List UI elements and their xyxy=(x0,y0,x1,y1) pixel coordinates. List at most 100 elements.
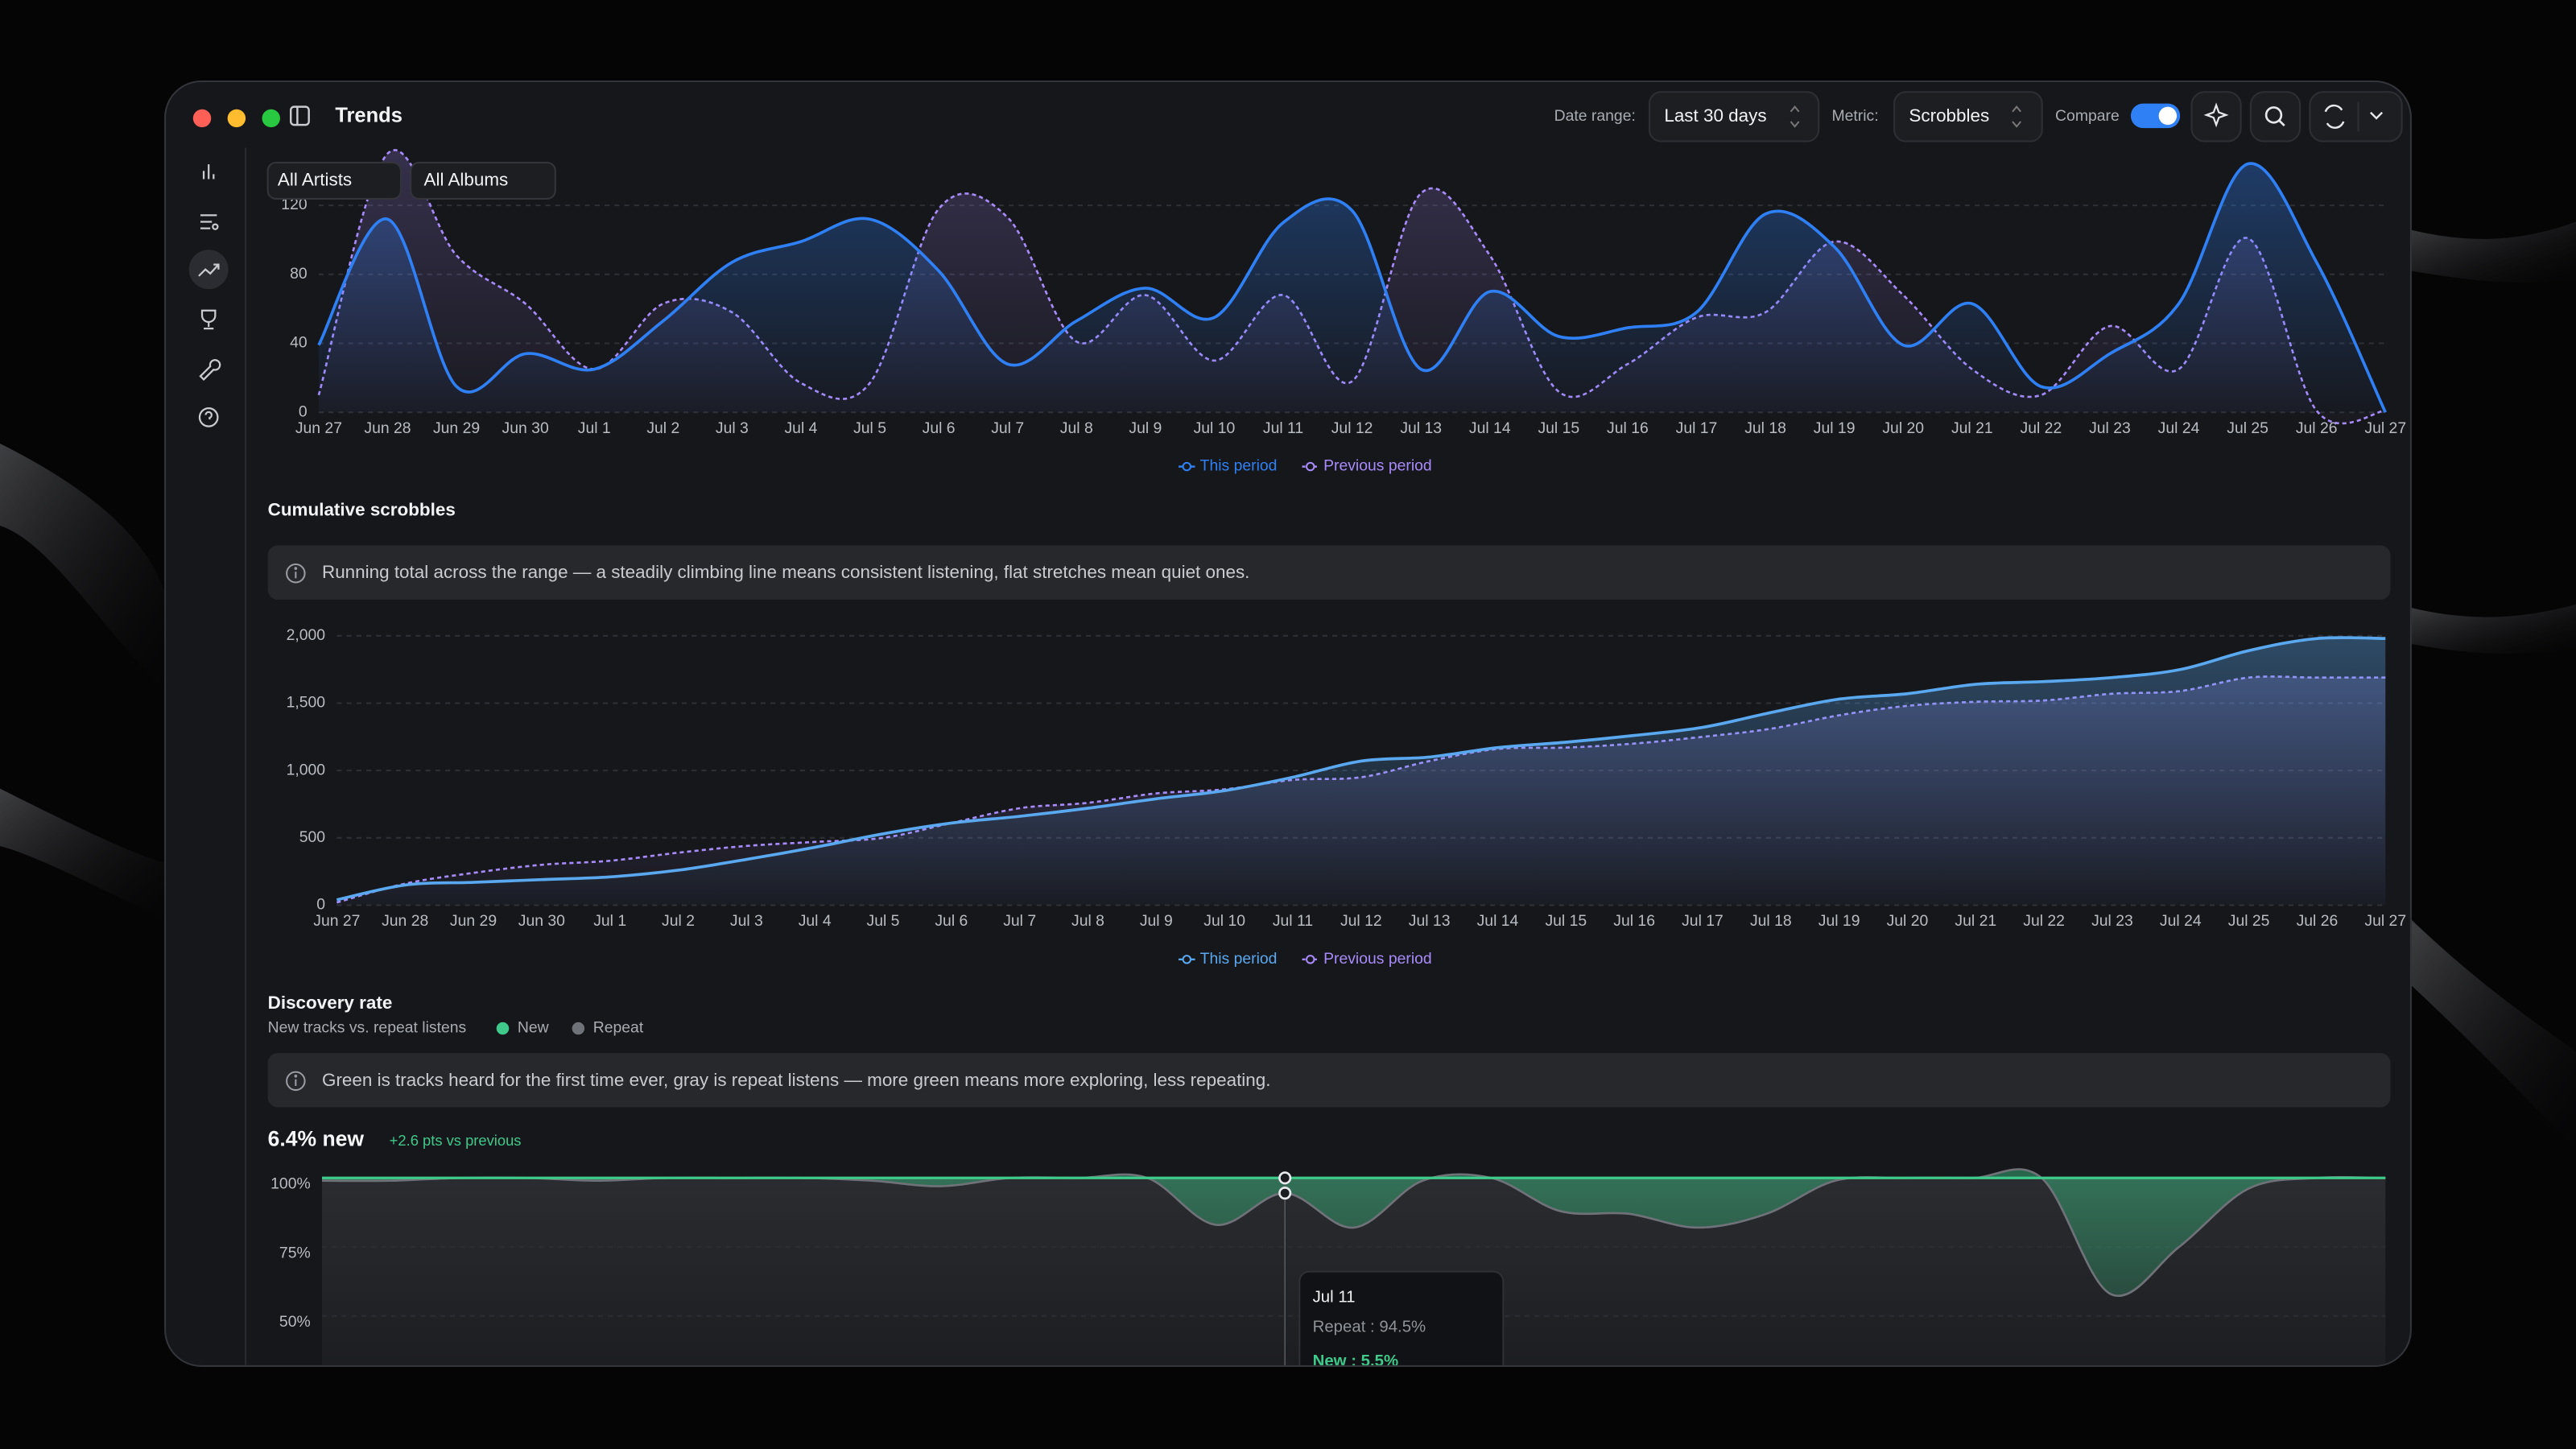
legend-label: New xyxy=(518,1019,550,1037)
x-tick-label: Jun 29 xyxy=(433,419,480,437)
select-chevron xyxy=(2012,105,2021,128)
x-tick-label: Jul 21 xyxy=(1955,912,1996,930)
y-tick-label: 1,000 xyxy=(287,761,326,778)
x-tick-label: Jul 19 xyxy=(1814,419,1856,437)
y-tick-label: 2,000 xyxy=(287,626,326,644)
legend-swatch-dot xyxy=(1182,955,1192,964)
x-tick-label: Jul 14 xyxy=(1469,419,1511,437)
compare-label: Compare xyxy=(2055,107,2120,125)
legend-swatch-dot xyxy=(1306,461,1315,472)
x-tick-label: Jul 4 xyxy=(784,419,817,437)
album-filter-label: All Albums xyxy=(424,169,509,189)
info-text: Green is tracks heard for the first time… xyxy=(322,1070,1270,1090)
insights-button[interactable] xyxy=(2190,91,2242,142)
nav-awards[interactable] xyxy=(200,309,217,330)
x-tick-label: Jul 10 xyxy=(1194,419,1236,437)
nav-overview[interactable] xyxy=(202,164,215,180)
x-tick-label: Jul 1 xyxy=(593,912,626,930)
x-tick-label: Jun 29 xyxy=(450,912,497,930)
tooltip-repeat: Repeat : 94.5% xyxy=(1313,1318,1426,1335)
y-tick-label: 40 xyxy=(290,334,308,352)
legend-swatch-dot xyxy=(1306,955,1315,964)
x-tick-label: Jul 10 xyxy=(1203,912,1245,930)
x-tick-label: Jul 7 xyxy=(991,419,1024,437)
x-tick-label: Jul 27 xyxy=(2364,912,2406,930)
x-tick-label: Jul 5 xyxy=(867,912,900,930)
x-tick-label: Jul 16 xyxy=(1613,912,1655,930)
x-tick-label: Jul 20 xyxy=(1882,419,1924,437)
metric-select[interactable] xyxy=(1893,91,2043,142)
x-tick-label: Jul 23 xyxy=(2091,912,2133,930)
section-subtitle: New tracks vs. repeat listens xyxy=(268,1019,467,1037)
close-button[interactable] xyxy=(192,109,212,128)
x-tick-label: Jul 24 xyxy=(2158,419,2200,437)
legend-label: Repeat xyxy=(593,1019,644,1037)
x-tick-label: Jun 30 xyxy=(502,419,549,437)
select-chevron xyxy=(1790,105,1800,128)
x-tick-label: Jul 26 xyxy=(2296,419,2338,437)
y-tick-label: 100% xyxy=(270,1175,311,1193)
y-tick-label: 80 xyxy=(290,265,308,283)
x-tick-label: Jul 15 xyxy=(1545,912,1587,930)
info-text: Running total across the range — a stead… xyxy=(322,562,1249,582)
x-tick-label: Jul 16 xyxy=(1607,419,1649,437)
nav-tools[interactable] xyxy=(199,359,221,382)
info-icon xyxy=(286,1071,306,1092)
x-tick-label: Jul 8 xyxy=(1060,419,1093,437)
x-tick-label: Jul 12 xyxy=(1331,419,1373,437)
x-tick-label: Jul 3 xyxy=(716,419,749,437)
x-tick-label: Jul 14 xyxy=(1477,912,1519,930)
date-range-select[interactable] xyxy=(1648,91,1820,142)
sidebar-toggle[interactable] xyxy=(290,105,310,126)
artist-filter-label: All Artists xyxy=(278,169,352,189)
x-tick-label: Jul 11 xyxy=(1273,912,1313,930)
tooltip-new: New : 5.5% xyxy=(1313,1352,1399,1370)
zoom-button[interactable] xyxy=(262,109,280,128)
x-tick-label: Jul 27 xyxy=(2364,419,2406,437)
wallpaper xyxy=(0,221,2576,1150)
nav-help[interactable] xyxy=(198,407,219,427)
x-tick-label: Jul 13 xyxy=(1400,419,1442,437)
series-area xyxy=(318,163,2386,413)
y-tick-label: 120 xyxy=(281,196,308,213)
x-tick-label: Jun 28 xyxy=(382,912,428,930)
date-range-value: Last 30 days xyxy=(1664,105,1766,126)
x-tick-label: Jul 12 xyxy=(1340,912,1382,930)
legend-label: This period xyxy=(1200,457,1278,475)
minimize-button[interactable] xyxy=(227,109,246,128)
headline: 6.4% new xyxy=(268,1126,365,1150)
nav-trends[interactable] xyxy=(198,263,220,277)
x-tick-label: Jul 26 xyxy=(2297,912,2339,930)
metric-value: Scrobbles xyxy=(1909,105,1989,126)
x-tick-label: Jul 1 xyxy=(578,419,611,437)
x-tick-label: Jul 4 xyxy=(799,912,832,930)
tooltip-title: Jul 11 xyxy=(1313,1289,1356,1307)
x-tick-label: Jul 6 xyxy=(923,419,956,437)
album-filter[interactable] xyxy=(410,162,556,200)
sidebar-nav xyxy=(188,164,229,427)
x-tick-label: Jun 28 xyxy=(364,419,411,437)
compare-toggle[interactable] xyxy=(2130,103,2181,129)
nav-tracks[interactable] xyxy=(200,214,219,230)
x-tick-label: Jul 18 xyxy=(1744,419,1786,437)
refresh-button[interactable] xyxy=(2309,91,2403,142)
section-title: Discovery rate xyxy=(268,993,393,1013)
x-tick-label: Jul 15 xyxy=(1538,419,1579,437)
search-button[interactable] xyxy=(2249,91,2301,142)
legend-dot xyxy=(496,1022,510,1035)
artist-filter[interactable] xyxy=(266,162,402,200)
x-tick-label: Jul 18 xyxy=(1750,912,1792,930)
metric-label: Metric: xyxy=(1832,107,1879,125)
window-title: Trends xyxy=(335,105,402,127)
x-tick-label: Jul 13 xyxy=(1409,912,1451,930)
nav-active-bg xyxy=(188,250,229,290)
x-tick-label: Jul 19 xyxy=(1818,912,1860,930)
x-tick-label: Jul 24 xyxy=(2160,912,2202,930)
window-content: Trends Date range: Last 30 days Metric: … xyxy=(188,91,2406,1370)
y-tick-label: 500 xyxy=(299,828,326,846)
info-icon xyxy=(286,564,306,584)
section-title: Cumulative scrobbles xyxy=(268,500,456,520)
x-tick-label: Jul 3 xyxy=(730,912,763,930)
